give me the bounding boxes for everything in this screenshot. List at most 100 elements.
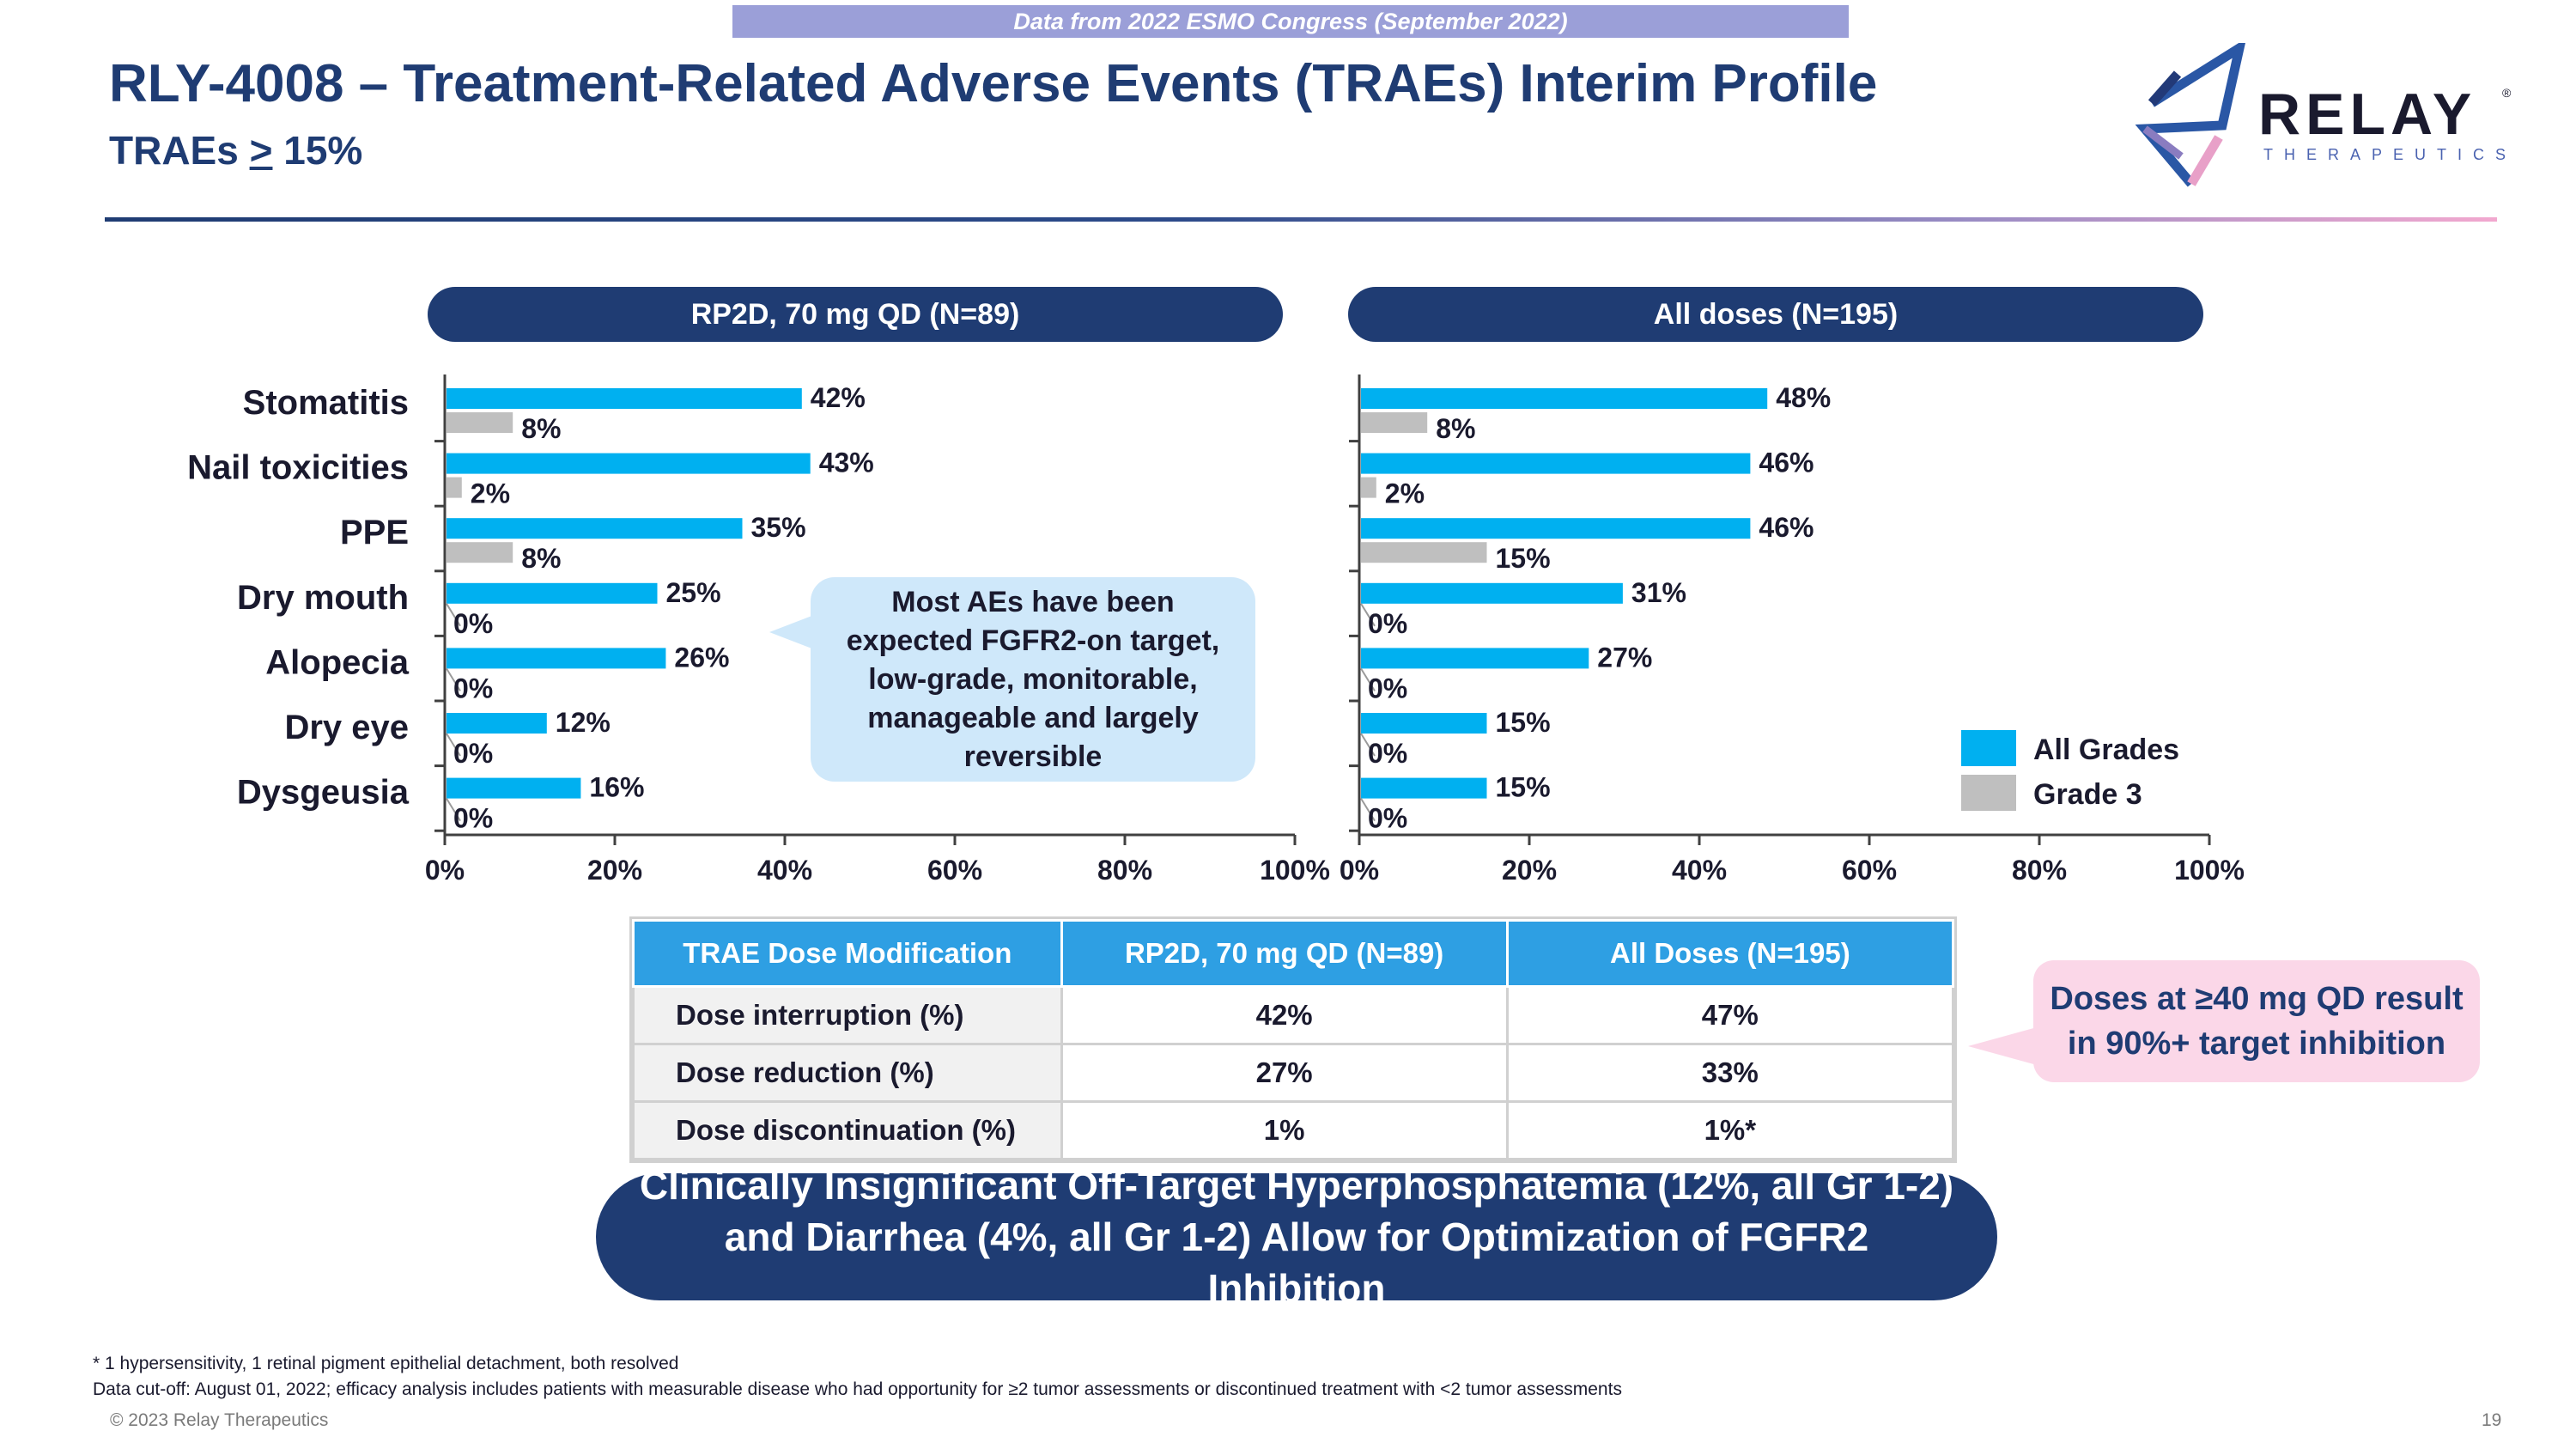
bar-grade3-label: 8% (521, 413, 561, 444)
bar-all-grades (1361, 648, 1589, 669)
bar-all-grades (447, 518, 743, 539)
bar-grade3-label: 2% (1385, 478, 1425, 509)
chart-x-tick-label: 100% (2174, 855, 2245, 886)
footnote-data-cutoff: Data cut-off: August 01, 2022; efficacy … (93, 1379, 1622, 1399)
table-cell: 1% (1060, 1100, 1509, 1160)
bar-grade3-leader (1360, 798, 1376, 822)
page-subtitle: TRAEs > 15% (109, 127, 362, 174)
header-rule (105, 217, 2497, 222)
subtitle-ge-symbol: > (249, 128, 273, 173)
chart-x-tick-label: 40% (1672, 855, 1727, 886)
chart-x-tick-label: 0% (425, 855, 465, 886)
bar-all-grades-label: 16% (589, 772, 644, 803)
subtitle-suffix: 15% (272, 128, 363, 173)
table-row: Dose reduction (%) 27% 33% (632, 1043, 1955, 1103)
relay-logo-registered: ® (2502, 86, 2512, 100)
relay-logo-word: RELAY (2258, 82, 2477, 147)
bar-grade3-label: 0% (453, 738, 493, 769)
footnote-asterisk: * 1 hypersensitivity, 1 retinal pigment … (93, 1354, 679, 1373)
chart-category-label: PPE (340, 514, 409, 551)
bar-grade3-label: 0% (1368, 673, 1407, 703)
relay-logo: RELAY ® THERAPEUTICS (2129, 43, 2533, 198)
bar-grade3 (1361, 542, 1487, 563)
table-row: Dose discontinuation (%) 1% 1%* (632, 1100, 1955, 1160)
chart-right-title: All doses (N=195) (1348, 287, 2203, 342)
table-row-label: Dose discontinuation (%) (632, 1100, 1063, 1160)
subtitle-prefix: TRAEs (109, 128, 250, 173)
table-header-cell: TRAE Dose Modification (632, 919, 1063, 988)
bar-grade3-leader (1360, 733, 1376, 757)
chart-category-label: Stomatitis (243, 384, 409, 422)
ae-callout: Most AEs have been expected FGFR2-on tar… (811, 577, 1255, 782)
callout-tail (769, 615, 814, 649)
target-inhibition-callout: Doses at ≥40 mg QD result in 90%+ target… (2033, 960, 2480, 1082)
bar-grade3 (1361, 477, 1376, 498)
chart-x-tick-label: 80% (1097, 855, 1152, 886)
bar-grade3-label: 0% (1368, 608, 1407, 639)
bar-grade3-label: 0% (453, 673, 493, 703)
relay-logo-sub: THERAPEUTICS (2263, 146, 2518, 163)
bar-grade3 (1361, 412, 1428, 433)
bar-all-grades (1361, 453, 1751, 474)
bar-grade3-leader (446, 733, 461, 757)
adverse-events-charts: 0% 20% 40% 60% 80% 100% Stomatitis 42% 8% Nail to… (187, 374, 2245, 886)
table-cell: 1%* (1505, 1100, 1955, 1160)
dose-modification-table: TRAE Dose Modification RP2D, 70 mg QD (N… (632, 919, 1955, 1160)
bar-grade3-leader (446, 667, 461, 691)
bar-grade3-label: 8% (521, 543, 561, 574)
bar-all-grades-label: 27% (1597, 642, 1652, 673)
bar-all-grades (1361, 713, 1487, 734)
chart-category-label: Nail toxicities (187, 449, 409, 487)
copyright: © 2023 Relay Therapeutics (110, 1410, 329, 1430)
bar-grade3 (447, 477, 462, 498)
bar-all-grades-label: 35% (751, 512, 806, 543)
table-cell: 47% (1505, 985, 1955, 1045)
bar-all-grades-label: 26% (674, 642, 729, 673)
bar-grade3 (447, 542, 513, 563)
bar-all-grades (447, 777, 581, 799)
legend-label: All Grades (2033, 734, 2179, 766)
legend-swatch (1961, 730, 2016, 766)
bar-all-grades (1361, 777, 1487, 799)
chart-x-tick-label: 0% (1340, 855, 1379, 886)
table-header-cell: All Doses (N=195) (1505, 919, 1955, 988)
bar-all-grades-label: 42% (811, 382, 866, 413)
chart-x-tick-label: 40% (757, 855, 812, 886)
bar-grade3-label: 2% (471, 478, 510, 509)
table-header-cell: RP2D, 70 mg QD (N=89) (1060, 919, 1509, 988)
bar-grade3-label: 0% (1368, 738, 1407, 769)
bar-all-grades (447, 648, 666, 669)
conclusion-banner: Clinically Insignificant Off-Target Hype… (596, 1163, 1997, 1311)
bar-all-grades-label: 15% (1496, 707, 1551, 738)
bar-all-grades-label: 12% (556, 707, 611, 738)
bar-grade3-label: 0% (453, 803, 493, 834)
chart-x-tick-label: 60% (927, 855, 982, 886)
table-header-row: TRAE Dose Modification RP2D, 70 mg QD (N… (632, 919, 1955, 988)
chart-category-label: Dry mouth (237, 579, 409, 617)
bar-all-grades (1361, 582, 1623, 604)
bar-all-grades-label: 46% (1759, 447, 1814, 478)
table-cell: 33% (1505, 1043, 1955, 1103)
chart-category-label: Alopecia (265, 643, 409, 681)
chart-x-tick-label: 60% (1842, 855, 1897, 886)
chart-x-tick-label: 20% (1502, 855, 1557, 886)
relay-logo-mark-icon (2135, 43, 2245, 187)
page-title: RLY-4008 – Treatment-Related Adverse Eve… (109, 54, 1878, 113)
bar-grade3-leader (446, 603, 461, 627)
table-row-label: Dose reduction (%) (632, 1043, 1063, 1103)
bar-grade3-leader (446, 798, 461, 822)
chart-category-label: Dry eye (284, 709, 409, 746)
bar-all-grades-label: 43% (819, 447, 874, 478)
bar-all-grades-label: 48% (1776, 382, 1831, 413)
bar-all-grades-label: 46% (1759, 512, 1814, 543)
bar-grade3 (447, 412, 513, 433)
table-row: Dose interruption (%) 42% 47% (632, 985, 1955, 1045)
pink-callout-tail (1968, 1027, 2037, 1065)
chart-x-tick-label: 80% (2012, 855, 2067, 886)
bar-all-grades-label: 15% (1496, 772, 1551, 803)
table-cell: 27% (1060, 1043, 1509, 1103)
legend-swatch (1961, 775, 2016, 811)
bar-all-grades (447, 582, 658, 604)
data-source-banner: Data from 2022 ESMO Congress (September … (732, 5, 1849, 38)
bar-all-grades (447, 388, 802, 409)
